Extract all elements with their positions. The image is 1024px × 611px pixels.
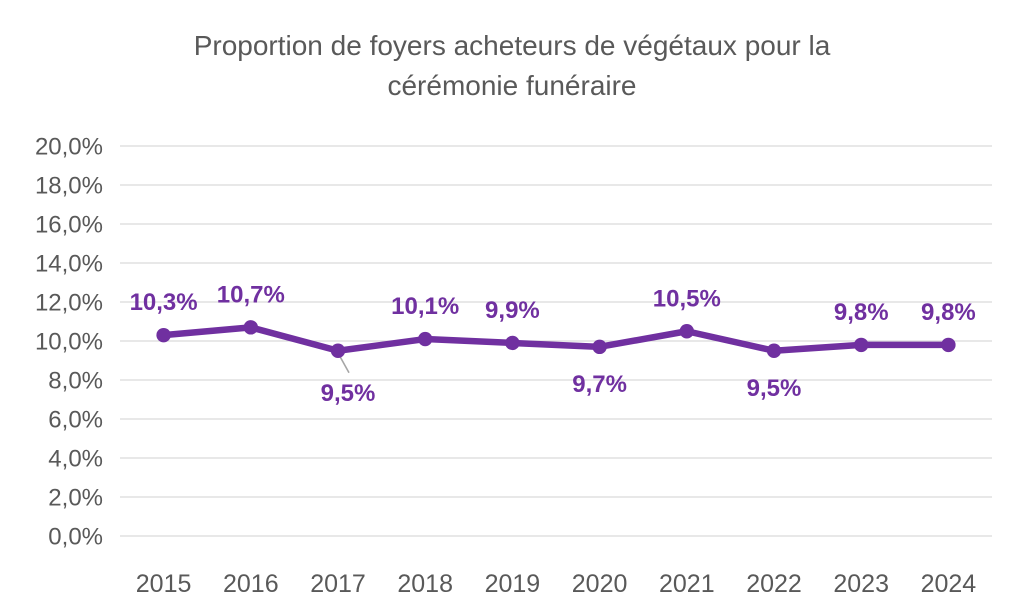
data-point bbox=[418, 331, 433, 347]
data-label: 10,1% bbox=[391, 293, 459, 320]
y-axis-tick-label: 8,0% bbox=[48, 368, 103, 395]
data-point bbox=[243, 320, 258, 335]
leader-line bbox=[338, 354, 350, 374]
x-axis-tick-label: 2015 bbox=[136, 570, 192, 598]
data-label: 10,5% bbox=[653, 285, 721, 312]
data-label: 9,9% bbox=[485, 297, 540, 324]
y-axis-tick-label: 18,0% bbox=[35, 173, 103, 200]
x-axis-tick-label: 2022 bbox=[746, 570, 802, 598]
data-label: 9,8% bbox=[834, 299, 889, 326]
data-label: 10,7% bbox=[217, 281, 285, 308]
y-axis-tick-label: 16,0% bbox=[35, 212, 103, 239]
data-point bbox=[766, 343, 782, 358]
y-axis-tick-label: 2,0% bbox=[48, 485, 103, 512]
x-axis-tick-label: 2018 bbox=[397, 570, 453, 598]
data-label: 10,3% bbox=[130, 289, 198, 316]
data-label: 9,8% bbox=[921, 299, 976, 326]
data-point bbox=[679, 324, 694, 339]
y-axis-tick-label: 14,0% bbox=[35, 251, 103, 278]
x-axis-tick-label: 2017 bbox=[310, 570, 366, 598]
y-axis-tick-label: 12,0% bbox=[35, 290, 103, 317]
data-label: 9,5% bbox=[321, 380, 376, 407]
x-axis-tick-label: 2019 bbox=[485, 570, 541, 598]
data-point bbox=[592, 339, 607, 355]
data-point bbox=[505, 335, 520, 351]
chart-title: Proportion de foyers acheteurs de végéta… bbox=[193, 30, 831, 101]
data-point bbox=[330, 343, 346, 358]
series-line bbox=[160, 324, 952, 354]
y-axis-tick-label: 4,0% bbox=[48, 446, 103, 473]
data-point bbox=[156, 327, 171, 343]
data-point bbox=[854, 337, 869, 353]
data-label: 9,5% bbox=[747, 375, 802, 402]
x-axis-tick-label: 2016 bbox=[223, 570, 279, 598]
x-axis-tick-label: 2024 bbox=[921, 570, 977, 598]
x-axis-tick-label: 2020 bbox=[572, 570, 628, 598]
y-axis-tick-label: 6,0% bbox=[48, 407, 103, 434]
data-label: 9,7% bbox=[572, 371, 627, 398]
y-axis-tick-label: 0,0% bbox=[48, 524, 103, 551]
y-axis-tick-label: 20,0% bbox=[35, 134, 103, 161]
x-axis-tick-label: 2023 bbox=[833, 570, 889, 598]
data-point bbox=[941, 337, 956, 353]
x-axis-tick-label: 2021 bbox=[659, 570, 715, 598]
y-axis-tick-label: 10,0% bbox=[35, 329, 103, 356]
